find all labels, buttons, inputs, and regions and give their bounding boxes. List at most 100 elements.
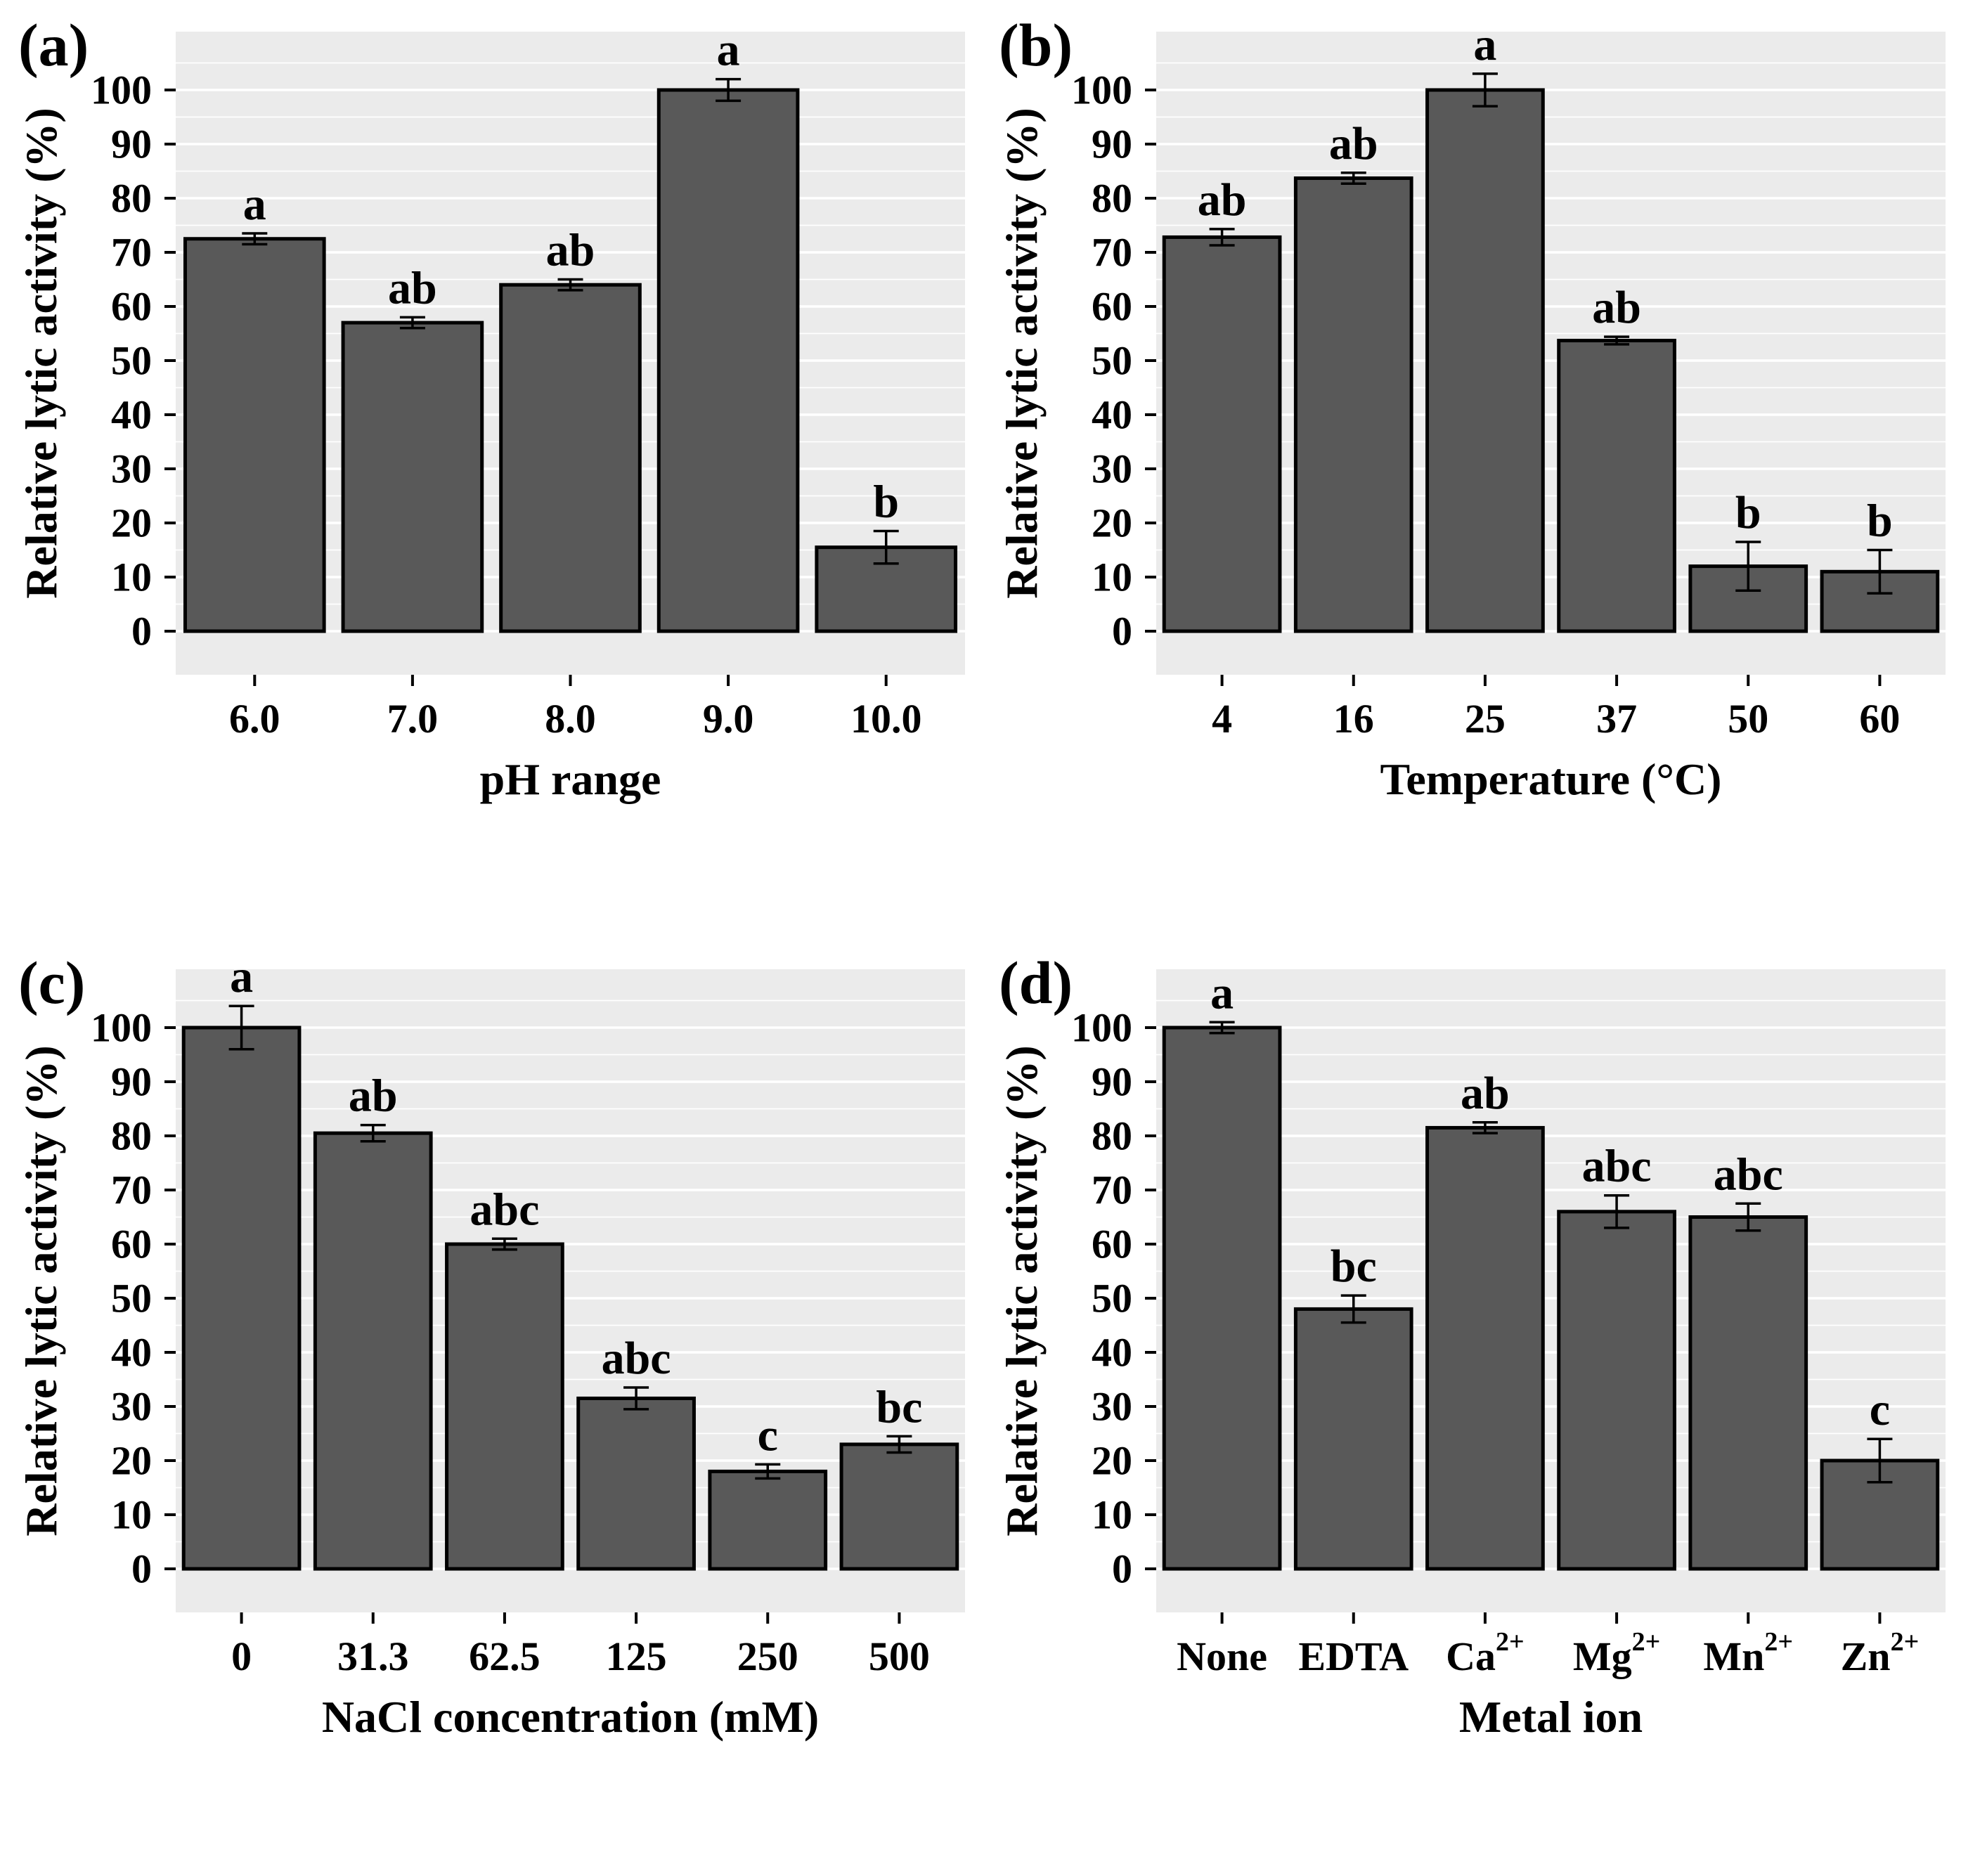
- y-tick-label: 20: [1092, 1438, 1132, 1484]
- panel-a: (a) 0 10 20 30 40 50 60 70 80 90 100 a 6.0 ab 7.0 ab 8.0…: [0, 0, 981, 938]
- x-axis-title: NaCl concentration (mM): [322, 1692, 819, 1742]
- panel-d: (d) 0 10 20 30 40 50 60 70 80 90 100 a None bc EDTA ab C…: [981, 938, 1961, 1875]
- x-tick-label: EDTA: [1298, 1634, 1409, 1679]
- y-tick-label: 40: [111, 392, 152, 438]
- x-tick-label: 250: [737, 1634, 798, 1679]
- significance-letter: ab: [1592, 282, 1641, 333]
- x-tick-label: 125: [606, 1634, 667, 1679]
- panel-b: (b) 0 10 20 30 40 50 60 70 80 90 100 ab 4 ab 16 a 25 ab 37…: [981, 0, 1961, 938]
- x-tick-label: 7.0: [387, 696, 439, 742]
- bar: [341, 321, 484, 633]
- x-tick-label: Zn2+: [1841, 1627, 1920, 1679]
- y-tick-label: 70: [111, 1167, 152, 1213]
- bar: [708, 1469, 828, 1571]
- x-tick-label: None: [1177, 1634, 1267, 1679]
- bar: [1162, 1026, 1282, 1571]
- significance-letter: a: [1473, 19, 1496, 70]
- x-axis-title: Temperature (°C): [1380, 754, 1722, 804]
- y-tick-label: 20: [1092, 500, 1132, 546]
- significance-letter: a: [230, 951, 253, 1002]
- y-tick-label: 90: [111, 122, 152, 167]
- y-tick-label: 70: [1092, 1167, 1132, 1213]
- bar: [1162, 235, 1282, 633]
- y-tick-label: 30: [111, 446, 152, 492]
- y-tick-label: 80: [1092, 1113, 1132, 1159]
- y-tick-label: 100: [1071, 1005, 1132, 1051]
- x-tick-label: 9.0: [703, 696, 754, 742]
- y-tick-label: 60: [111, 1222, 152, 1267]
- y-tick-label: 30: [1092, 446, 1132, 492]
- significance-letter: abc: [1582, 1141, 1652, 1192]
- y-tick-label: 0: [1112, 609, 1132, 654]
- x-tick-label: 8.0: [545, 696, 596, 742]
- y-tick-label: 100: [91, 1005, 152, 1051]
- x-tick-label: 37: [1596, 696, 1637, 742]
- significance-letter: abc: [1714, 1149, 1783, 1200]
- significance-letter: a: [1210, 967, 1234, 1018]
- x-tick-label: 500: [869, 1634, 930, 1679]
- y-tick-label: 0: [131, 1546, 152, 1592]
- panel-label-c: (c): [18, 949, 86, 1016]
- x-tick-label: 25: [1465, 696, 1506, 742]
- bar: [181, 1026, 302, 1571]
- y-tick-label: 30: [1092, 1384, 1132, 1430]
- x-tick-label: Mn2+: [1703, 1627, 1793, 1679]
- bar-chart-temperature: 0 10 20 30 40 50 60 70 80 90 100 ab 4 ab 16 a 25 ab 37 b 50 b…: [997, 19, 1946, 804]
- bar: [815, 545, 958, 633]
- bar: [1557, 339, 1676, 633]
- y-tick-label: 0: [131, 609, 152, 654]
- significance-letter: ab: [1198, 174, 1247, 226]
- y-tick-label: 10: [1092, 555, 1132, 600]
- bar: [839, 1442, 959, 1571]
- significance-letter: c: [1870, 1384, 1890, 1435]
- y-tick-label: 50: [111, 1276, 152, 1321]
- bar: [1293, 176, 1413, 633]
- y-tick-label: 40: [1092, 392, 1132, 438]
- y-tick-label: 60: [111, 284, 152, 330]
- x-tick-label: Mg2+: [1573, 1627, 1660, 1679]
- bar: [1425, 88, 1545, 633]
- x-tick-label: 60: [1859, 696, 1900, 742]
- bar: [1557, 1210, 1676, 1571]
- significance-letter: b: [1867, 496, 1893, 547]
- x-tick-label: 31.3: [337, 1634, 409, 1679]
- y-axis-title: Relative lytic activity (%): [997, 1045, 1047, 1536]
- significance-letter: ab: [388, 262, 437, 313]
- y-tick-label: 80: [1092, 176, 1132, 221]
- significance-letter: ab: [1461, 1068, 1510, 1119]
- y-tick-label: 50: [1092, 338, 1132, 384]
- bar-chart-nacl: 0 10 20 30 40 50 60 70 80 90 100 a 0 ab 31.3 abc 62.5 abc…: [16, 951, 965, 1742]
- x-tick-label: 62.5: [469, 1634, 541, 1679]
- y-tick-label: 40: [111, 1330, 152, 1376]
- y-tick-label: 20: [111, 1438, 152, 1484]
- significance-letter: b: [1735, 487, 1761, 538]
- significance-letter: c: [758, 1409, 778, 1461]
- bar: [1688, 1215, 1808, 1571]
- y-tick-label: 40: [1092, 1330, 1132, 1376]
- bar: [656, 88, 800, 633]
- significance-letter: bc: [1331, 1241, 1377, 1292]
- x-tick-label: 50: [1728, 696, 1768, 742]
- bar-chart-metal-ion: 0 10 20 30 40 50 60 70 80 90 100 a None bc EDTA ab Ca2+ a…: [997, 967, 1946, 1742]
- bar: [1293, 1307, 1413, 1571]
- y-tick-label: 0: [1112, 1546, 1132, 1592]
- significance-letter: ab: [1329, 118, 1378, 169]
- bar: [576, 1396, 696, 1571]
- y-tick-label: 10: [111, 555, 152, 600]
- y-tick-label: 10: [111, 1492, 152, 1538]
- y-tick-label: 90: [111, 1059, 152, 1105]
- x-axis-title: Metal ion: [1459, 1692, 1643, 1742]
- y-tick-label: 100: [1071, 67, 1132, 113]
- plot-area: [1156, 32, 1946, 675]
- y-tick-label: 10: [1092, 1492, 1132, 1538]
- x-tick-label: 16: [1333, 696, 1374, 742]
- y-tick-label: 80: [111, 1113, 152, 1159]
- x-tick-label: 0: [231, 1634, 252, 1679]
- panel-label-d: (d): [999, 949, 1073, 1016]
- plot-area: [1156, 969, 1946, 1612]
- y-tick-label: 100: [91, 67, 152, 113]
- panel-label-b: (b): [999, 11, 1073, 79]
- x-tick-label: 6.0: [229, 696, 280, 742]
- significance-letter: a: [243, 179, 266, 230]
- panel-c: (c) 0 10 20 30 40 50 60 70 80 90 100 a 0 ab 31.3 abc 62.…: [0, 938, 981, 1875]
